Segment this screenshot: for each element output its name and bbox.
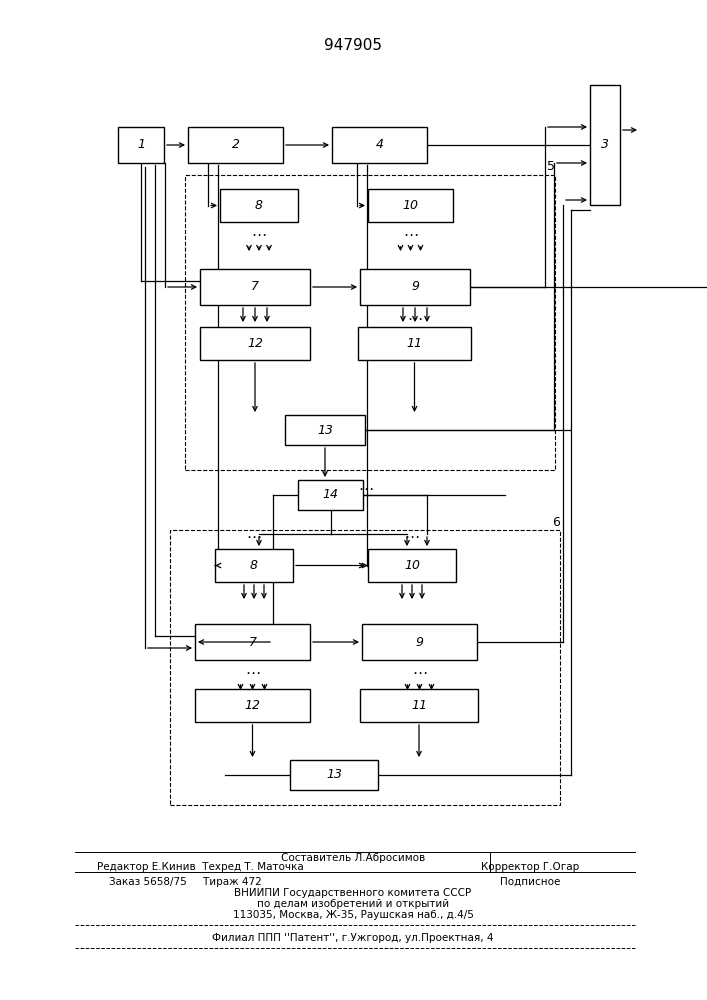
Text: 11: 11	[411, 699, 427, 712]
Text: ⋯: ⋯	[246, 530, 262, 544]
Text: 3: 3	[601, 138, 609, 151]
Bar	[220, 189, 298, 222]
Text: 14: 14	[322, 488, 339, 502]
Text: 11: 11	[407, 337, 423, 350]
Bar	[195, 689, 310, 722]
Text: Заказ 5658/75     Тираж 472: Заказ 5658/75 Тираж 472	[109, 877, 262, 887]
Bar	[332, 127, 427, 163]
Bar	[358, 327, 471, 360]
Bar	[118, 127, 164, 163]
Text: по делам изобретений и открытий: по делам изобретений и открытий	[257, 899, 449, 909]
Text: 8: 8	[255, 199, 263, 212]
Text: ⋯: ⋯	[412, 666, 427, 682]
Bar	[185, 175, 555, 470]
Text: 13: 13	[317, 424, 333, 436]
Text: Подписное: Подписное	[500, 877, 560, 887]
Text: 5: 5	[547, 160, 555, 174]
Bar	[285, 415, 365, 445]
Text: ⋯: ⋯	[403, 229, 418, 243]
Text: 4: 4	[375, 138, 383, 151]
Bar	[290, 760, 378, 790]
Bar	[590, 85, 620, 205]
Text: 9: 9	[416, 636, 423, 648]
Text: 7: 7	[248, 636, 257, 648]
Text: Корректор Г.Огар: Корректор Г.Огар	[481, 862, 579, 872]
Bar	[200, 269, 310, 305]
Text: 113035, Москва, Ж-35, Раушская наб., д.4/5: 113035, Москва, Ж-35, Раушская наб., д.4…	[233, 910, 474, 920]
Bar	[298, 480, 363, 510]
Text: ВНИИПИ Государственного комитета СССР: ВНИИПИ Государственного комитета СССР	[235, 888, 472, 898]
Text: 1: 1	[137, 138, 145, 151]
Text: ⋯: ⋯	[404, 530, 420, 544]
Text: 8: 8	[250, 559, 258, 572]
Text: 9: 9	[411, 280, 419, 294]
Bar	[195, 624, 310, 660]
Bar	[368, 189, 453, 222]
Bar	[200, 327, 310, 360]
Bar	[170, 530, 560, 805]
Text: 7: 7	[251, 280, 259, 294]
Text: 947905: 947905	[324, 37, 382, 52]
Text: 10: 10	[404, 559, 420, 572]
Text: 2: 2	[231, 138, 240, 151]
Text: 10: 10	[402, 199, 419, 212]
Text: ⋯: ⋯	[245, 666, 260, 682]
Text: ⋯: ⋯	[407, 312, 423, 326]
Bar	[360, 269, 470, 305]
Text: Филиал ППП ''Патент'', г.Ужгород, ул.Проектная, 4: Филиал ППП ''Патент'', г.Ужгород, ул.Про…	[212, 933, 493, 943]
Text: 13: 13	[326, 768, 342, 782]
Bar	[215, 549, 293, 582]
Bar	[368, 549, 456, 582]
Text: 12: 12	[247, 337, 263, 350]
Text: ⋯: ⋯	[358, 483, 373, 497]
Text: 12: 12	[245, 699, 260, 712]
Bar	[188, 127, 283, 163]
Text: 6: 6	[552, 516, 560, 528]
Bar	[362, 624, 477, 660]
Text: ⋯: ⋯	[252, 229, 267, 243]
Bar	[360, 689, 478, 722]
Text: Редактор Е.Кинив  Техред Т. Маточка: Редактор Е.Кинив Техред Т. Маточка	[97, 862, 303, 872]
Text: Составитель Л.Абросимов: Составитель Л.Абросимов	[281, 853, 425, 863]
